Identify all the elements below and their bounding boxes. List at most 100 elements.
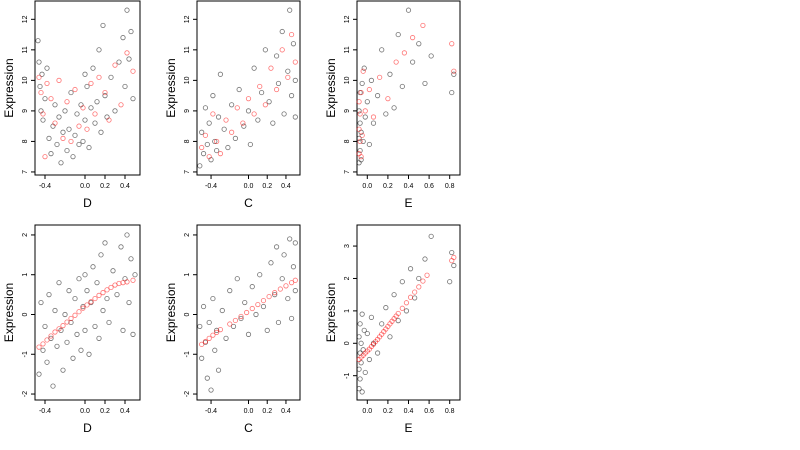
black-data-point	[358, 360, 364, 366]
black-data-point	[199, 129, 205, 135]
black-data-point	[359, 311, 365, 317]
red-data-point	[232, 317, 238, 324]
black-data-point	[86, 351, 92, 357]
black-data-point	[379, 321, 385, 327]
black-data-point	[281, 111, 287, 117]
y-axis-label: Expression	[2, 283, 16, 342]
black-data-point	[422, 80, 428, 87]
black-data-point	[290, 41, 297, 47]
red-data-point	[92, 295, 98, 302]
x-tick-label: -0.4	[39, 183, 51, 190]
black-data-point	[383, 305, 389, 311]
red-data-point	[255, 301, 261, 308]
black-data-point	[422, 256, 428, 262]
black-data-point	[292, 288, 298, 294]
red-data-point	[292, 59, 298, 65]
scatter-panel-bottom-left: -0.4 0.0 0.2 0.4 -2 -1 0 1 2 D Expression	[2, 224, 141, 435]
red-data-point	[357, 111, 363, 117]
y-tick-label: 7	[184, 170, 191, 174]
red-data-point	[210, 332, 216, 338]
red-data-point	[36, 74, 42, 80]
black-data-point	[227, 288, 233, 294]
plot-frame	[34, 0, 141, 176]
x-tick-label: 0.4	[404, 183, 414, 190]
red-data-point	[366, 86, 372, 93]
black-data-point	[208, 387, 214, 393]
black-data-point	[287, 7, 293, 13]
black-data-point	[370, 120, 377, 126]
black-data-point	[50, 383, 56, 389]
x-axis-label: C	[244, 196, 253, 210]
red-data-point	[40, 111, 46, 117]
x-tick-label: 0.2	[383, 408, 393, 415]
red-data-point	[199, 144, 205, 151]
red-data-point	[56, 77, 62, 83]
black-data-point	[100, 307, 106, 314]
y-tick-label: 12	[344, 15, 351, 23]
red-data-point	[60, 323, 66, 329]
y-tick-label: 7	[22, 170, 29, 174]
y-tick-label: 9	[344, 109, 351, 113]
black-data-point	[82, 117, 88, 123]
black-data-point	[116, 59, 122, 65]
black-data-point	[80, 138, 86, 145]
red-data-point	[88, 80, 94, 87]
black-data-point	[395, 318, 401, 324]
black-data-point	[126, 56, 132, 62]
black-data-point	[270, 120, 276, 126]
black-data-point	[58, 160, 64, 166]
y-axis-label: Expression	[164, 283, 178, 342]
black-data-point	[90, 65, 96, 71]
black-data-point	[356, 366, 362, 372]
red-data-point	[60, 135, 66, 141]
black-data-point	[114, 292, 120, 298]
black-data-point	[46, 292, 52, 298]
black-data-point	[374, 93, 381, 99]
black-data-point	[217, 71, 224, 77]
black-data-point	[210, 295, 216, 302]
black-data-point	[210, 93, 216, 99]
red-data-point	[112, 62, 118, 68]
black-data-point	[405, 7, 412, 13]
x-tick-label: 0.2	[262, 183, 272, 190]
y-tick-label: 10	[344, 76, 351, 84]
black-data-point	[82, 71, 88, 77]
black-data-point	[110, 268, 116, 274]
red-data-point	[260, 297, 267, 304]
black-data-point	[223, 335, 229, 341]
red-data-point	[227, 321, 233, 327]
black-data-point	[66, 288, 72, 294]
black-data-point	[449, 249, 455, 256]
black-data-point	[60, 367, 66, 373]
black-data-point	[84, 288, 90, 294]
black-data-point	[360, 138, 366, 145]
red-data-point	[370, 114, 377, 120]
black-data-point	[70, 154, 76, 160]
red-data-point	[223, 117, 229, 123]
y-tick-label: 10	[184, 76, 191, 84]
black-data-point	[37, 83, 43, 90]
black-data-point	[124, 7, 130, 13]
black-data-point	[368, 77, 375, 83]
black-data-point	[374, 350, 381, 356]
black-data-point	[379, 47, 385, 53]
red-data-point	[257, 83, 263, 90]
x-axis-label: C	[244, 421, 253, 435]
black-data-point	[273, 53, 280, 59]
red-data-point	[124, 279, 130, 285]
x-tick-label: 0.2	[262, 408, 272, 415]
scatter-panel-top-left: -0.4 0.0 0.2 0.4 7 8 9 10 11 12 D Expression	[2, 0, 141, 210]
black-data-point	[361, 65, 367, 71]
black-data-point	[118, 244, 124, 250]
black-data-point	[128, 28, 134, 35]
black-data-point	[399, 279, 405, 285]
black-data-point	[356, 334, 362, 340]
y-tick-label: 1	[344, 309, 351, 313]
plot-frame	[34, 224, 141, 401]
red-data-point	[451, 254, 457, 261]
y-tick-label: 2	[344, 276, 351, 280]
red-data-point	[449, 258, 455, 264]
black-data-point	[356, 108, 362, 114]
red-data-point	[393, 59, 399, 65]
black-data-point	[275, 80, 282, 87]
